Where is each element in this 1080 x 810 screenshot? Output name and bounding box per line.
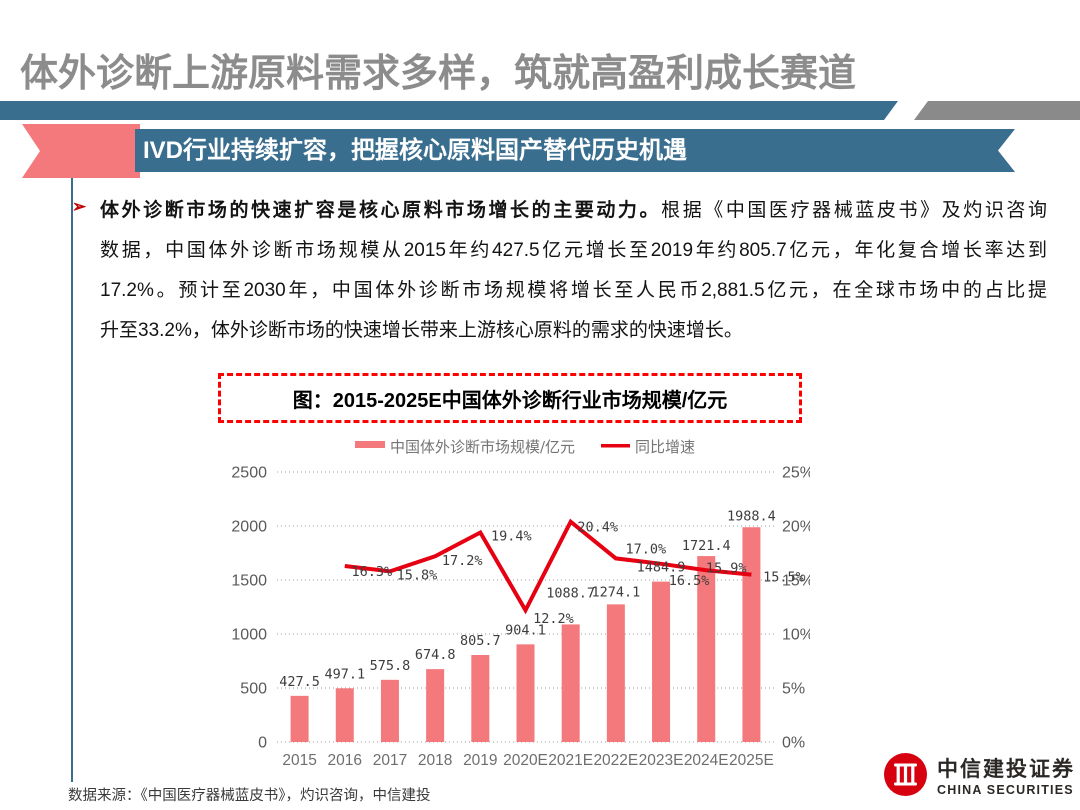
x-axis-label: 2017: [373, 752, 407, 769]
x-axis-label: 2024E: [684, 752, 729, 769]
right-axis-tick: 10%: [782, 627, 810, 644]
figure-caption: 图：2015-2025E中国体外诊断行业市场规模/亿元: [292, 389, 728, 412]
bar: [606, 604, 625, 742]
ribbon-flag-tail: [22, 124, 140, 178]
bar: [290, 695, 309, 742]
section-banner-label: IVD行业持续扩容，把握核心原料国产替代历史机遇: [143, 137, 688, 164]
bar: [697, 556, 716, 742]
paragraph-bold-lead: 体外诊断市场的快速扩容是核心原料市场增长的主要动力。: [100, 200, 662, 221]
left-axis-tick: 2500: [231, 465, 267, 482]
x-axis-label: 2025E: [729, 752, 774, 769]
bar: [561, 624, 580, 742]
growth-label: 17.0%: [626, 541, 667, 557]
bar-label: 674.8: [415, 647, 456, 663]
growth-label: 15.8%: [397, 567, 438, 583]
bullet-arrow-icon: ➢: [72, 197, 87, 216]
bar-label: 575.8: [370, 658, 411, 674]
x-axis-label: 2015: [282, 752, 316, 769]
legend-line-swatch: [601, 444, 630, 448]
left-axis-tick: 2000: [231, 519, 267, 536]
company-logo: 中信建投证券 CHINA SECURITIES: [882, 751, 1075, 798]
bar-label: 1088.7: [546, 585, 595, 601]
company-logo-text: 中信建投证券 CHINA SECURITIES: [937, 753, 1075, 797]
header-rule-gray: [914, 101, 1080, 120]
x-axis-label: 2023E: [639, 752, 684, 769]
x-axis-label: 2021E: [548, 752, 593, 769]
left-axis-tick: 1000: [231, 627, 267, 644]
header-rule-blue: [0, 101, 898, 120]
x-axis-label: 2016: [328, 752, 362, 769]
bar: [426, 669, 445, 742]
bar-label: 1274.1: [591, 584, 640, 600]
bar: [335, 688, 354, 742]
right-axis-tick: 5%: [782, 681, 805, 698]
paragraph-line: 数据，中国体外诊断市场规模从2015年约427.5亿元增长至2019年约805.…: [100, 240, 1047, 261]
right-axis-tick: 0%: [782, 735, 805, 752]
legend-line-label: 同比增速: [635, 438, 695, 456]
growth-label: 15.5%: [763, 570, 804, 586]
company-name-cn: 中信建投证券: [937, 757, 1075, 781]
citic-emblem-icon: [884, 753, 927, 796]
paragraph-line: 升至33.2%，体外诊断市场的快速增长带来上游核心原料的需求的快速增长。: [100, 320, 743, 341]
x-axis-label: 2020E: [503, 752, 548, 769]
paragraph-line: 体外诊断市场的快速扩容是核心原料市场增长的主要动力。根据《中国医疗器械蓝皮书》及…: [100, 191, 1047, 231]
growth-label: 20.4%: [577, 520, 618, 536]
growth-line: [344, 518, 752, 615]
growth-label: 17.2%: [442, 553, 483, 569]
bar-label: 1988.4: [727, 508, 776, 524]
bar: [380, 679, 399, 742]
figure-caption-box: 图：2015-2025E中国体外诊断行业市场规模/亿元: [218, 373, 802, 423]
growth-label: 15.9%: [706, 560, 747, 576]
data-source-note: 数据来源：《中国医疗器械蓝皮书》，灼识咨询，中信建投: [68, 788, 431, 804]
bar-label: 805.7: [460, 633, 501, 649]
bar-label: 1721.4: [682, 538, 731, 554]
page-title: 体外诊断上游原料需求多样，筑就高盈利成长赛道: [20, 53, 857, 95]
bar: [652, 581, 671, 742]
paragraph-text: 根据《中国医疗器械蓝皮书》及灼识咨询: [661, 200, 1047, 221]
market-chart: 0 0% 500 5% 1000 10% 1500 15% 2000 20% 2500 25% 427.…: [231, 438, 810, 769]
legend-bar-swatch: [355, 441, 385, 448]
left-axis-tick: 500: [240, 681, 267, 698]
x-axis-label: 2019: [463, 752, 497, 769]
growth-label: 19.4%: [491, 528, 532, 544]
bar-label: 904.1: [505, 622, 546, 638]
right-axis-tick: 20%: [782, 519, 810, 536]
left-axis-tick: 0: [258, 735, 267, 752]
x-axis-label: 2022E: [593, 752, 638, 769]
growth-label: 12.2%: [533, 611, 574, 627]
right-axis-tick: 15%: [782, 573, 810, 590]
growth-label: 16.5%: [669, 573, 710, 589]
body-paragraph: 体外诊断市场的快速扩容是核心原料市场增长的主要动力。根据《中国医疗器械蓝皮书》及…: [100, 191, 1047, 351]
bar-label: 427.5: [279, 674, 320, 690]
legend-bar-label: 中国体外诊断市场规模/亿元: [390, 438, 575, 456]
x-axis-label: 2018: [418, 752, 452, 769]
section-banner: IVD行业持续扩容，把握核心原料国产替代历史机遇: [135, 129, 1015, 172]
bar-label: 1484.9: [637, 560, 686, 576]
bar-label: 497.1: [324, 666, 365, 682]
bar: [516, 644, 535, 742]
paragraph-line: 17.2%。预计至2030年，中国体外诊断市场规模将增长至人民币2,881.5亿…: [100, 280, 1047, 301]
left-guide-line: [71, 178, 73, 782]
growth-label: 16.3%: [351, 564, 392, 580]
bar: [742, 527, 761, 742]
right-axis-tick: 25%: [782, 465, 810, 482]
left-axis-tick: 1500: [231, 573, 267, 590]
company-name-en: CHINA SECURITIES: [937, 782, 1074, 797]
bar: [471, 654, 490, 742]
